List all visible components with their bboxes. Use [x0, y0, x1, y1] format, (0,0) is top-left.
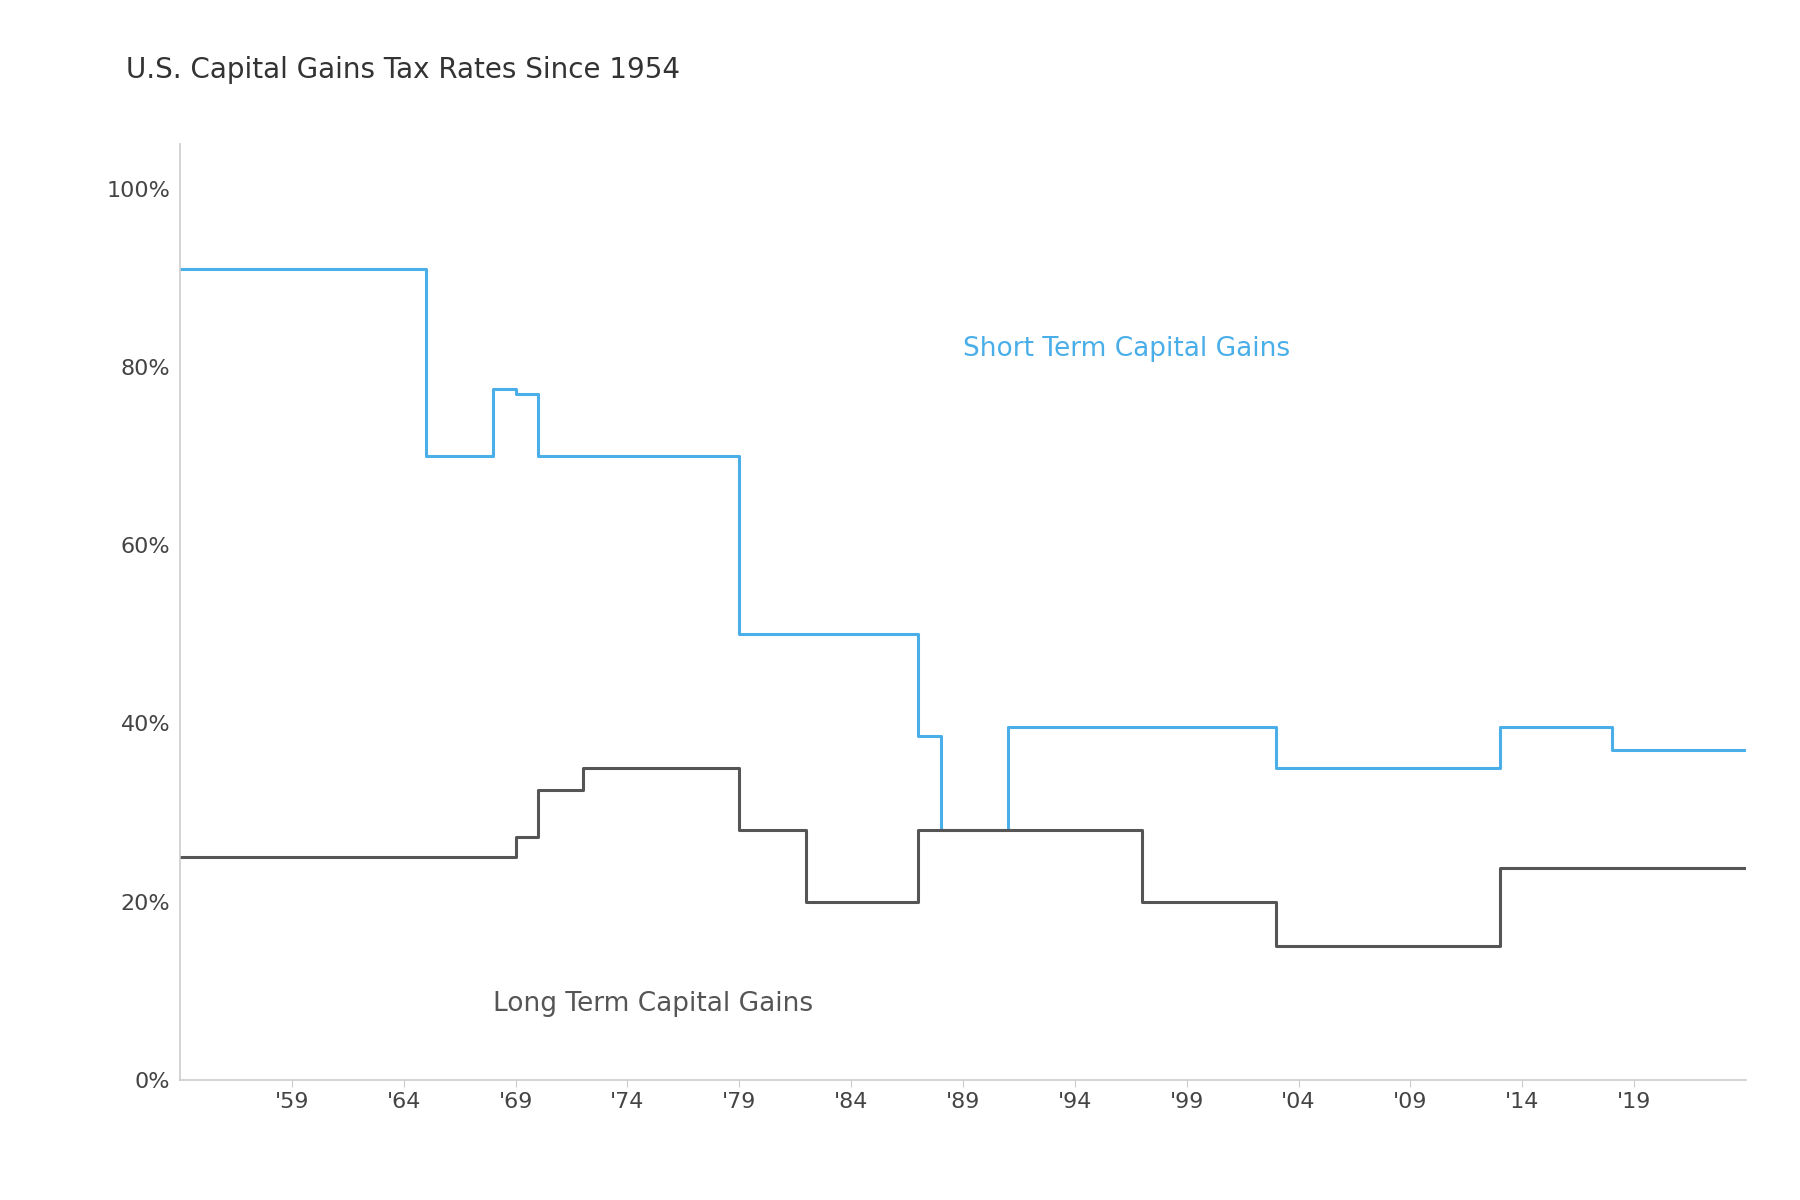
Text: Long Term Capital Gains: Long Term Capital Gains — [493, 991, 814, 1018]
Text: U.S. Capital Gains Tax Rates Since 1954: U.S. Capital Gains Tax Rates Since 1954 — [126, 56, 680, 84]
Text: Short Term Capital Gains: Short Term Capital Gains — [963, 336, 1291, 362]
